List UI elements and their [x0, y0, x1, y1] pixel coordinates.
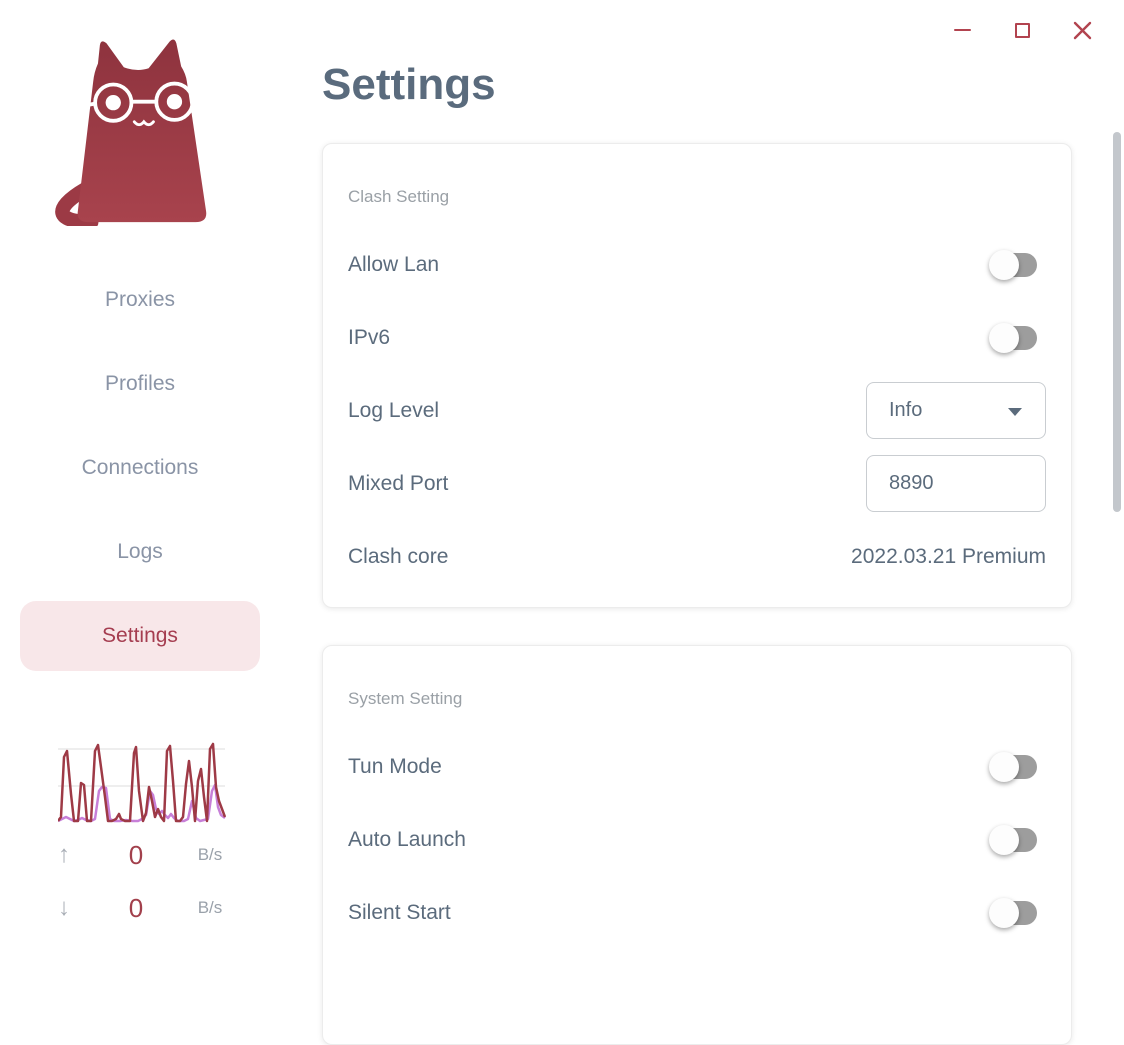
close-icon [1073, 21, 1091, 39]
setting-row-clash-core: Clash core 2022.03.21 Premium [348, 520, 1046, 593]
maximize-button[interactable] [1010, 18, 1034, 42]
toggle-knob [989, 249, 1019, 280]
scrollbar-thumb[interactable] [1113, 132, 1121, 512]
sidebar-item-logs[interactable]: Logs [20, 510, 260, 594]
section-label: System Setting [348, 689, 463, 708]
close-button[interactable] [1070, 18, 1094, 42]
ipv6-toggle[interactable] [989, 322, 1037, 353]
download-value: 0 [128, 892, 144, 923]
tun-mode-toggle[interactable] [989, 751, 1037, 782]
download-stat-row: ↓ 0 B/s [42, 891, 234, 925]
setting-label: Mixed Port [348, 471, 449, 495]
mixed-port-input[interactable] [866, 455, 1046, 512]
minimize-icon [953, 28, 971, 32]
log-level-selected-value: Info [889, 399, 923, 421]
setting-row-ipv6: IPv6 [348, 301, 1046, 374]
upload-arrow-icon: ↑ [58, 841, 70, 868]
upload-stat-row: ↑ 0 B/s [42, 838, 234, 872]
setting-row-allow-lan: Allow Lan [348, 228, 1046, 301]
allow-lan-toggle[interactable] [989, 249, 1037, 280]
toggle-knob [989, 824, 1019, 855]
page-title: Settings [322, 60, 496, 109]
sidebar-item-label: Proxies [104, 288, 176, 311]
setting-label: Auto Launch [348, 827, 466, 851]
upload-unit: B/s [197, 845, 223, 864]
setting-row-silent-start: Silent Start [348, 876, 1046, 949]
setting-label: Silent Start [348, 900, 451, 924]
setting-label: Allow Lan [348, 252, 440, 276]
setting-label: Clash core [348, 544, 449, 568]
sidebar-item-settings[interactable]: Settings [20, 594, 260, 678]
setting-label: Tun Mode [348, 754, 442, 778]
window-controls [950, 18, 1094, 42]
sidebar-item-label: Connections [81, 456, 199, 479]
setting-label: IPv6 [348, 325, 391, 349]
silent-start-toggle[interactable] [989, 897, 1037, 928]
sidebar-item-label: Logs [117, 540, 163, 563]
sidebar-item-settings-pill: Settings [20, 601, 260, 671]
setting-row-log-level: Log Level Info [348, 374, 1046, 447]
upload-series-line [58, 742, 226, 823]
toggle-knob [989, 751, 1019, 782]
sidebar-item-connections[interactable]: Connections [20, 426, 260, 510]
setting-label: Log Level [348, 398, 440, 422]
sidebar-item-label: Profiles [104, 372, 176, 395]
section-label: Clash Setting [348, 187, 450, 206]
download-unit: B/s [197, 898, 223, 917]
sidebar: Proxies Profiles Connections Logs Settin… [0, 0, 280, 937]
clash-core-version: 2022.03.21 Premium [851, 544, 1046, 568]
maximize-icon [1014, 22, 1030, 38]
system-setting-card: System Setting Tun Mode Auto Launch Sile… [322, 645, 1072, 1045]
setting-row-tun-mode: Tun Mode [348, 730, 1046, 803]
clash-setting-card: Clash Setting Allow Lan IPv6 Log Level I… [322, 143, 1072, 608]
setting-row-auto-launch: Auto Launch [348, 803, 1046, 876]
chevron-down-icon [1008, 408, 1022, 416]
sidebar-nav: Proxies Profiles Connections Logs Settin… [0, 258, 280, 678]
upload-value: 0 [128, 839, 144, 870]
traffic-stats: ↑ 0 B/s ↓ 0 B/s [42, 838, 234, 925]
clash-cat-logo [55, 39, 207, 226]
sidebar-item-profiles[interactable]: Profiles [20, 342, 260, 426]
toggle-knob [989, 897, 1019, 928]
download-arrow-icon: ↓ [58, 894, 70, 921]
toggle-knob [989, 322, 1019, 353]
auto-launch-toggle[interactable] [989, 824, 1037, 855]
traffic-chart [58, 742, 226, 823]
log-level-select[interactable]: Info [866, 382, 1046, 439]
sidebar-item-label: Settings [102, 624, 178, 647]
setting-row-mixed-port: Mixed Port [348, 447, 1046, 520]
sidebar-item-proxies[interactable]: Proxies [20, 258, 260, 342]
minimize-button[interactable] [950, 18, 974, 42]
